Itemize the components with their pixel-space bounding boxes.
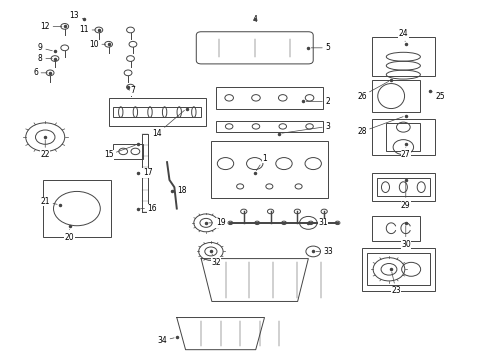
Bar: [372, 37, 435, 76]
Text: 8: 8: [38, 54, 52, 63]
Text: 28: 28: [357, 117, 403, 136]
Text: 17: 17: [138, 168, 152, 177]
Text: 3: 3: [282, 122, 330, 133]
Text: 4: 4: [252, 15, 257, 24]
Bar: [386, 123, 420, 152]
Text: 15: 15: [104, 145, 135, 159]
Text: 32: 32: [211, 254, 220, 267]
Text: 30: 30: [401, 226, 411, 249]
Text: 18: 18: [172, 186, 186, 195]
Bar: [43, 180, 111, 237]
Text: 29: 29: [401, 183, 411, 210]
Text: 16: 16: [141, 204, 157, 213]
Bar: [362, 248, 435, 291]
Bar: [114, 107, 201, 117]
Text: 26: 26: [357, 81, 389, 100]
Bar: [372, 80, 420, 112]
Text: 22: 22: [41, 140, 50, 159]
Text: 1: 1: [256, 154, 267, 171]
Text: 21: 21: [41, 197, 57, 206]
Bar: [114, 144, 143, 158]
Text: 9: 9: [38, 43, 52, 52]
Text: 33: 33: [316, 247, 333, 256]
Text: 10: 10: [89, 40, 106, 49]
Bar: [367, 253, 430, 285]
Text: 20: 20: [65, 229, 74, 242]
Text: 6: 6: [33, 68, 48, 77]
Text: 34: 34: [157, 336, 174, 345]
Text: 12: 12: [41, 22, 62, 31]
Bar: [216, 121, 323, 132]
Text: 25: 25: [430, 91, 445, 100]
Text: 2: 2: [306, 97, 330, 106]
Text: 14: 14: [152, 111, 184, 138]
Bar: [109, 98, 206, 126]
Text: 19: 19: [209, 219, 225, 228]
Text: 24: 24: [398, 29, 408, 41]
Bar: [372, 119, 435, 155]
Bar: [376, 178, 430, 196]
Bar: [211, 141, 328, 198]
Text: 5: 5: [311, 43, 330, 52]
Text: 13: 13: [70, 11, 84, 20]
Text: 27: 27: [401, 147, 411, 159]
Bar: [372, 173, 435, 202]
Text: 7: 7: [128, 86, 135, 95]
Text: 11: 11: [79, 26, 96, 35]
Text: 23: 23: [391, 272, 401, 295]
Bar: [216, 87, 323, 109]
Text: 31: 31: [311, 219, 328, 228]
Bar: [372, 216, 420, 241]
